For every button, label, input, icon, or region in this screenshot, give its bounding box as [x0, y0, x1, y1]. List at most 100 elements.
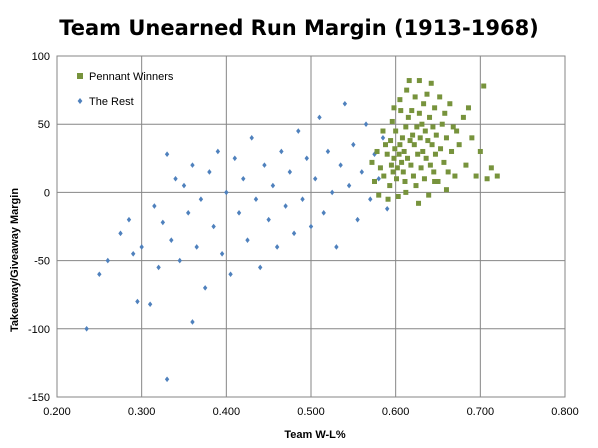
pennant-winner-point	[390, 169, 396, 175]
y-tick-label: 50	[38, 119, 50, 131]
the-rest-point	[211, 223, 216, 230]
the-rest-point	[304, 155, 309, 162]
the-rest-point	[105, 257, 110, 264]
the-rest-point	[164, 151, 170, 158]
y-axis-ticks: 100 50 0 -50 -100 -150	[28, 51, 50, 404]
the-rest-point	[207, 169, 212, 175]
pennant-winner-point	[391, 155, 397, 161]
the-rest-point	[300, 196, 305, 203]
pennant-winner-point	[389, 118, 395, 124]
pennant-winner-point	[412, 94, 418, 100]
pennant-winner-point	[417, 135, 423, 141]
pennant-winner-point	[414, 124, 420, 130]
pennant-winner-point	[410, 173, 416, 179]
the-rest-point	[274, 244, 280, 250]
the-rest-point	[152, 203, 157, 209]
the-rest-point	[385, 205, 390, 212]
legend-square-icon	[77, 73, 83, 79]
pennant-winner-point	[481, 83, 487, 89]
x-tick-label: 0.200	[43, 406, 71, 418]
y-tick-label: 100	[32, 51, 50, 63]
pennant-winner-point	[402, 178, 408, 184]
pennant-winner-point	[452, 173, 458, 179]
pennant-winner-point	[419, 121, 425, 127]
x-tick-label: 0.700	[467, 406, 495, 418]
the-rest-point	[131, 250, 136, 257]
pennant-winner-point	[397, 97, 403, 103]
the-rest-point	[313, 175, 318, 182]
x-tick-label: 0.400	[213, 406, 241, 418]
the-rest-series	[84, 100, 394, 383]
the-rest-point	[283, 203, 288, 209]
pennant-winner-point	[388, 138, 394, 144]
pennant-winner-point	[385, 196, 391, 202]
pennant-winner-point	[400, 169, 406, 175]
the-rest-point	[342, 100, 348, 107]
pennant-winner-point	[387, 183, 393, 189]
the-rest-point	[249, 135, 254, 141]
the-rest-point	[126, 216, 132, 223]
the-rest-point	[228, 271, 233, 278]
pennant-winner-point	[427, 162, 433, 168]
the-rest-point	[258, 264, 263, 271]
pennant-winner-point	[433, 132, 439, 138]
pennant-winner-point	[405, 114, 411, 120]
pennant-winner-point	[421, 101, 427, 107]
pennant-winner-point	[423, 155, 429, 161]
the-rest-point	[194, 244, 199, 250]
pennant-winner-point	[469, 135, 475, 141]
the-rest-point	[262, 162, 267, 168]
pennant-winner-point	[394, 176, 400, 182]
pennant-winner-point	[383, 142, 389, 148]
y-tick-label: -50	[34, 256, 50, 268]
the-rest-point	[351, 141, 356, 148]
the-rest-point	[202, 285, 208, 291]
pennant-winner-point	[430, 124, 436, 130]
legend-diamond-icon	[77, 98, 83, 104]
pennant-winners-series	[369, 78, 500, 206]
pennant-winner-point	[398, 108, 404, 114]
pennant-winner-point	[443, 135, 449, 141]
pennant-winner-point	[450, 124, 456, 130]
x-tick-label: 0.300	[128, 406, 156, 418]
pennant-winner-point	[403, 124, 409, 130]
pennant-winner-point	[460, 114, 466, 120]
the-rest-point	[363, 121, 369, 127]
pennant-winner-point	[416, 78, 422, 84]
y-tick-label: 0	[44, 187, 50, 199]
the-rest-point	[160, 219, 166, 226]
legend-label: Pennant Winners	[89, 71, 174, 83]
pennant-winner-point	[432, 151, 438, 157]
pennant-winner-point	[422, 128, 428, 134]
the-rest-point	[325, 148, 331, 155]
the-rest-point	[186, 210, 191, 216]
the-rest-point	[359, 169, 364, 175]
pennant-winner-point	[374, 148, 380, 154]
the-rest-point	[308, 223, 314, 230]
pennant-winner-point	[393, 128, 399, 134]
y-tick-label: -100	[28, 324, 50, 336]
the-rest-point	[334, 244, 339, 250]
pennant-winner-point	[409, 108, 415, 114]
the-rest-point	[291, 230, 297, 237]
the-rest-point	[270, 182, 276, 189]
pennant-winner-point	[405, 155, 411, 161]
the-rest-point	[164, 376, 170, 383]
pennant-winner-point	[381, 173, 387, 179]
pennant-winner-point	[403, 189, 409, 195]
pennant-winner-point	[411, 142, 417, 148]
the-rest-point	[329, 189, 335, 196]
pennant-winner-point	[394, 165, 400, 171]
pennant-winner-point	[465, 105, 471, 111]
pennant-winner-point	[420, 148, 426, 154]
pennant-winner-point	[413, 183, 419, 189]
the-rest-point	[279, 148, 284, 155]
plot-area	[56, 55, 566, 398]
pennant-winner-point	[431, 169, 437, 175]
pennant-winner-point	[426, 192, 432, 198]
pennant-winner-point	[399, 135, 405, 141]
pennant-winner-point	[407, 138, 413, 144]
pennant-winner-point	[377, 165, 383, 171]
pennant-winner-point	[447, 101, 453, 107]
